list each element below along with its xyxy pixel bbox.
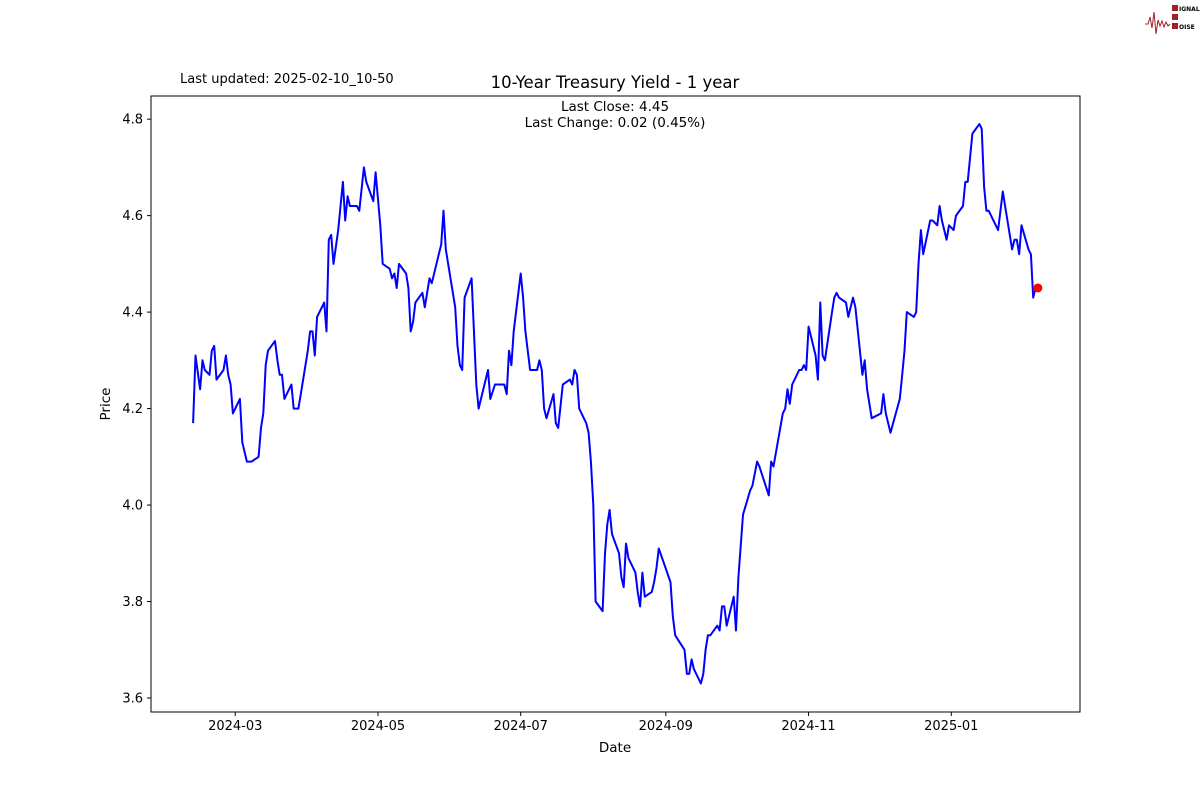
annotation-last-change: Last Change: 0.02 (0.45%) <box>525 115 706 131</box>
y-tick-label: 4.4 <box>122 306 143 321</box>
axes-frame <box>150 95 1081 713</box>
y-tick-label: 4.0 <box>122 499 143 514</box>
x-tick-label: 2024-03 <box>208 719 262 734</box>
svg-text:OISE: OISE <box>1179 24 1195 31</box>
y-tick-label: 3.6 <box>122 692 143 707</box>
y-tick-label: 3.8 <box>122 595 143 610</box>
plot-area: 2024-03 2024-05 2024-07 2024-09 2024-11 2025-… <box>122 95 1081 734</box>
x-tick-label: 2025-01 <box>924 719 978 734</box>
x-tick-label: 2024-09 <box>639 719 693 734</box>
x-axis-label: Date <box>599 740 631 756</box>
y-tick-label: 4.2 <box>122 402 143 417</box>
y-tick-label: 4.8 <box>122 113 143 128</box>
signal2noise-logo: IGNAL OISE <box>1145 5 1200 35</box>
x-tick-label: 2024-07 <box>494 719 548 734</box>
last-updated-label: Last updated: 2025-02-10_10-50 <box>180 72 394 87</box>
y-tick-label: 4.6 <box>122 209 143 224</box>
x-tick-label: 2024-11 <box>781 719 835 734</box>
chart-title: 10-Year Treasury Yield - 1 year <box>491 73 740 92</box>
x-tick-label: 2024-05 <box>351 719 405 734</box>
annotation-last-close: Last Close: 4.45 <box>561 99 669 115</box>
svg-text:IGNAL: IGNAL <box>1179 6 1200 13</box>
y-axis-label: Price <box>98 388 114 421</box>
yield-line <box>192 123 1037 685</box>
last-close-marker <box>1033 283 1043 293</box>
